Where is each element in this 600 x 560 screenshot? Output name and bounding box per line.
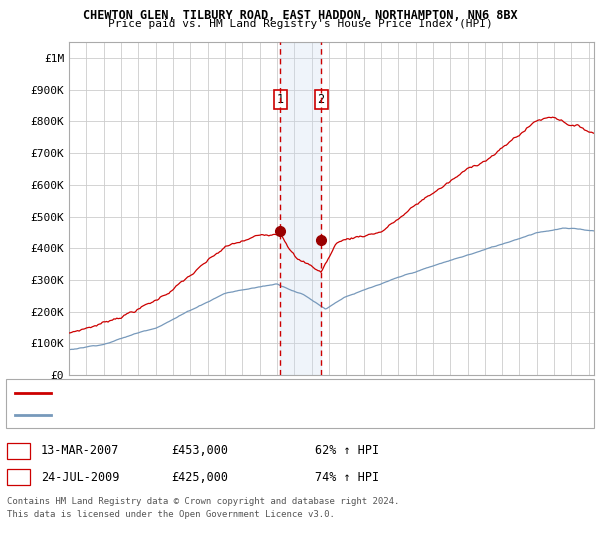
- Text: 2: 2: [317, 92, 325, 106]
- Text: Price paid vs. HM Land Registry's House Price Index (HPI): Price paid vs. HM Land Registry's House …: [107, 19, 493, 29]
- Text: 62% ↑ HPI: 62% ↑ HPI: [315, 444, 379, 458]
- Text: £453,000: £453,000: [171, 444, 228, 458]
- Text: £425,000: £425,000: [171, 470, 228, 484]
- Text: 1: 1: [15, 444, 22, 458]
- Text: This data is licensed under the Open Government Licence v3.0.: This data is licensed under the Open Gov…: [7, 510, 335, 519]
- Text: 1: 1: [277, 92, 284, 106]
- Text: 2: 2: [15, 470, 22, 484]
- Bar: [280, 42, 321, 375]
- Text: 13-MAR-2007: 13-MAR-2007: [41, 444, 119, 458]
- Text: CHEWTON GLEN, TILBURY ROAD, EAST HADDON, NORTHAMPTON, NN6 8BX (detached h: CHEWTON GLEN, TILBURY ROAD, EAST HADDON,…: [54, 388, 483, 398]
- Text: CHEWTON GLEN, TILBURY ROAD, EAST HADDON, NORTHAMPTON, NN6 8BX: CHEWTON GLEN, TILBURY ROAD, EAST HADDON,…: [83, 9, 517, 22]
- Text: 74% ↑ HPI: 74% ↑ HPI: [315, 470, 379, 484]
- Text: 24-JUL-2009: 24-JUL-2009: [41, 470, 119, 484]
- Text: Contains HM Land Registry data © Crown copyright and database right 2024.: Contains HM Land Registry data © Crown c…: [7, 497, 400, 506]
- Text: HPI: Average price, detached house, West Northamptonshire: HPI: Average price, detached house, West…: [54, 409, 389, 419]
